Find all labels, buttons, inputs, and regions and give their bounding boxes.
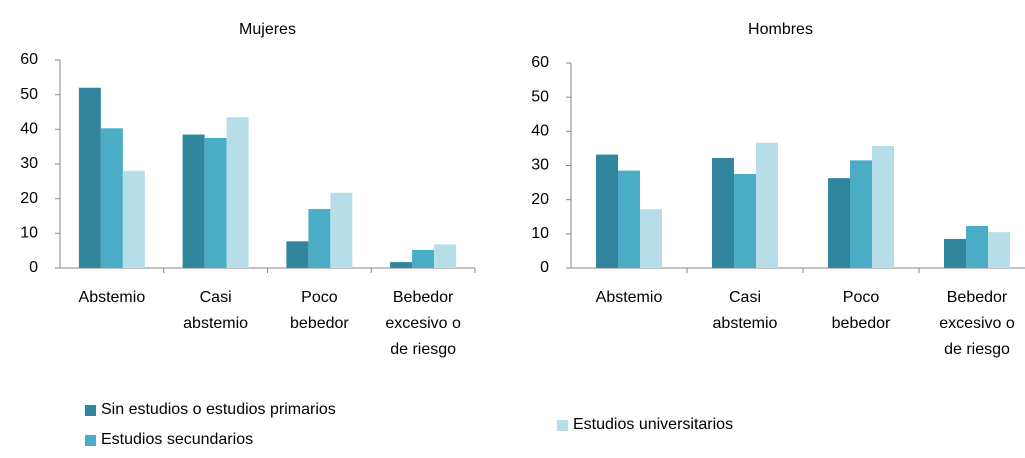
bar bbox=[308, 209, 331, 268]
bar bbox=[330, 192, 353, 268]
y-tick-label: 0 bbox=[29, 259, 38, 276]
bar bbox=[828, 178, 850, 268]
y-tick-label: 50 bbox=[531, 88, 549, 105]
bar bbox=[204, 138, 227, 268]
y-tick-label: 10 bbox=[531, 225, 549, 242]
bar bbox=[226, 117, 249, 268]
bar bbox=[434, 244, 457, 268]
y-tick-label: 20 bbox=[531, 191, 549, 208]
legend-label: Estudios secundarios bbox=[101, 431, 253, 448]
chart-title: Mujeres bbox=[239, 21, 296, 38]
x-tick-label: Bebedor excesivo o de riesgo bbox=[385, 289, 461, 358]
y-tick-label: 30 bbox=[20, 155, 38, 172]
x-tick-label: Abstemio bbox=[596, 289, 663, 306]
y-tick-label: 30 bbox=[531, 157, 549, 174]
x-tick-label: Casi abstemio bbox=[713, 289, 778, 332]
bar bbox=[850, 160, 872, 268]
bar bbox=[390, 262, 413, 268]
y-tick-label: 0 bbox=[540, 259, 549, 276]
y-tick-label: 50 bbox=[20, 86, 38, 103]
y-tick-label: 40 bbox=[20, 121, 38, 138]
bar bbox=[100, 128, 123, 268]
bar bbox=[412, 249, 435, 268]
legend-swatch bbox=[85, 435, 96, 446]
bar bbox=[734, 174, 756, 268]
y-tick-label: 60 bbox=[531, 54, 549, 71]
bar bbox=[640, 209, 662, 268]
x-tick-label: Bebedor excesivo o de riesgo bbox=[939, 289, 1015, 358]
y-tick-label: 60 bbox=[20, 51, 38, 68]
legend-swatch bbox=[557, 420, 568, 431]
bar bbox=[712, 157, 734, 268]
x-tick-label: Poco bebedor bbox=[290, 289, 349, 332]
bar bbox=[78, 87, 101, 268]
legend-label: Estudios universitarios bbox=[573, 416, 733, 433]
chart-title: Hombres bbox=[748, 21, 813, 38]
y-tick-label: 40 bbox=[531, 123, 549, 140]
x-tick-label: Abstemio bbox=[79, 289, 146, 306]
bar bbox=[182, 134, 205, 268]
legend-swatch bbox=[85, 405, 96, 416]
bar bbox=[966, 225, 988, 268]
bar bbox=[618, 170, 640, 268]
x-tick-label: Poco bebedor bbox=[832, 289, 891, 332]
bar bbox=[122, 170, 145, 268]
y-tick-label: 10 bbox=[20, 225, 38, 242]
legend-label: Sin estudios o estudios primarios bbox=[101, 401, 336, 418]
x-tick-label: Casi abstemio bbox=[183, 289, 248, 332]
y-tick-label: 20 bbox=[20, 190, 38, 207]
bar bbox=[872, 146, 894, 268]
bar bbox=[286, 241, 309, 268]
bar bbox=[944, 238, 966, 268]
bar bbox=[756, 142, 778, 268]
bar bbox=[988, 232, 1010, 268]
bar bbox=[596, 154, 618, 268]
